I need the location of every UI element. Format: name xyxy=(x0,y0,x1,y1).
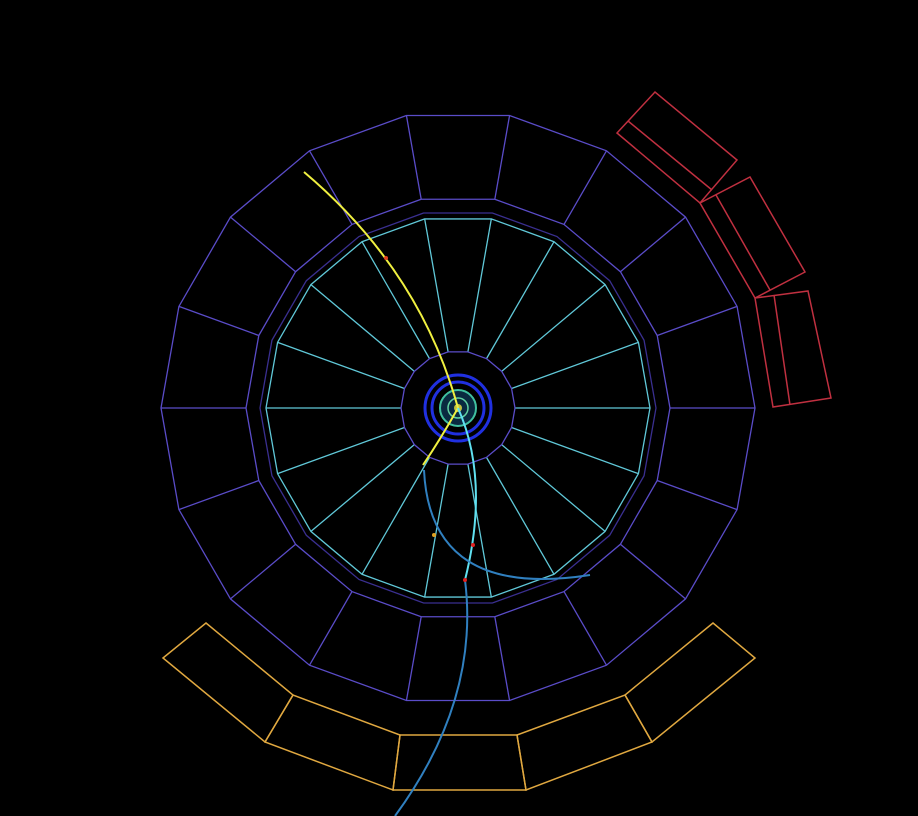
inner-spoke xyxy=(467,218,492,352)
inner-spoke xyxy=(424,218,449,352)
tracker-ring xyxy=(423,373,493,443)
outer-segment xyxy=(656,479,738,511)
inner-spoke xyxy=(310,284,415,372)
tower xyxy=(698,176,807,299)
outer-segment xyxy=(405,115,422,200)
tower xyxy=(615,90,739,205)
outer-segment xyxy=(494,115,511,200)
outer-segment xyxy=(656,305,738,337)
track xyxy=(303,171,459,409)
detector-geometry xyxy=(160,114,756,702)
track xyxy=(423,469,591,580)
hit xyxy=(384,256,388,260)
inner-spoke xyxy=(485,457,555,575)
gap-ring xyxy=(259,212,657,604)
outer-segment xyxy=(563,591,608,666)
inner-spoke xyxy=(501,284,606,372)
inner-spoke xyxy=(501,444,606,532)
pixel-ring xyxy=(447,397,469,419)
outer-segment xyxy=(494,616,511,701)
tracks xyxy=(303,171,591,816)
outer-segment xyxy=(308,150,353,225)
hit xyxy=(463,578,467,582)
inner-spoke xyxy=(511,426,639,475)
inner-spoke xyxy=(361,241,431,359)
outer-segment xyxy=(230,543,297,600)
tower xyxy=(754,290,832,408)
inner-spoke xyxy=(467,464,492,598)
inner-spoke xyxy=(485,241,555,359)
tracker-ring xyxy=(430,380,486,436)
hit xyxy=(471,543,475,547)
outer-segment xyxy=(619,216,686,273)
inner-spoke xyxy=(511,341,639,390)
outer-segment xyxy=(619,543,686,600)
inner-spoke xyxy=(424,464,449,598)
tracker xyxy=(423,373,493,443)
track xyxy=(457,407,477,581)
hit xyxy=(432,533,436,537)
inner-spoke xyxy=(361,457,431,575)
inner-spoke xyxy=(277,426,405,475)
tower xyxy=(624,622,757,744)
outer-segment xyxy=(178,479,260,511)
orange-towers xyxy=(161,622,757,792)
track xyxy=(422,407,459,466)
red-towers xyxy=(615,90,832,408)
outer-segment xyxy=(178,305,260,337)
outer-segment xyxy=(405,616,422,701)
outer-segment xyxy=(308,591,353,666)
outer-segment xyxy=(563,150,608,225)
inner-spoke xyxy=(310,444,415,532)
outer-segment xyxy=(230,216,297,273)
tower-line xyxy=(627,120,713,191)
core-ring xyxy=(400,351,516,465)
tower-line xyxy=(715,194,771,291)
tower-line xyxy=(773,294,791,406)
inner-spoke xyxy=(277,341,405,390)
track xyxy=(394,579,469,816)
